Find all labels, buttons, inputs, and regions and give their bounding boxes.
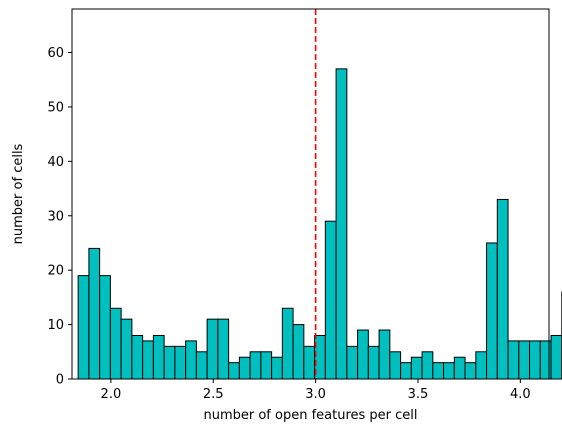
histogram-bar <box>324 220 337 380</box>
histogram-bar <box>507 340 520 380</box>
histogram-bar <box>131 334 144 380</box>
x-tick-label: 2.5 <box>203 387 224 402</box>
histogram-bar <box>281 307 294 380</box>
histogram-bar <box>303 345 316 380</box>
histogram-bar <box>249 351 262 380</box>
histogram-bar <box>400 362 412 380</box>
y-axis-label: number of cells <box>11 143 26 244</box>
histogram-bar <box>464 362 477 380</box>
y-tick-label: 10 <box>47 318 64 333</box>
histogram-bar <box>206 318 219 380</box>
histogram-bar <box>475 351 488 380</box>
y-tick-label: 0 <box>56 373 64 388</box>
histogram-bar <box>109 307 122 380</box>
histogram-bar <box>367 345 380 380</box>
histogram-bar <box>174 345 187 380</box>
histogram-bar <box>432 362 445 380</box>
x-tick-label: 4.0 <box>510 387 531 402</box>
x-axis-ticks: 2.0 2.5 3.0 3.5 4.0 <box>101 379 531 402</box>
x-tick-label: 2.0 <box>101 387 122 402</box>
histogram-bar <box>453 356 466 380</box>
histogram-bar <box>142 340 154 380</box>
histogram-bar <box>120 318 133 380</box>
histogram-bar <box>77 275 90 380</box>
histogram-bar <box>238 356 251 380</box>
y-tick-label: 30 <box>47 209 64 224</box>
histogram-bar <box>529 340 541 380</box>
y-axis-ticks: 0 10 20 30 40 50 60 <box>47 46 72 388</box>
histogram-bar <box>185 340 197 380</box>
histogram-bar <box>496 198 509 380</box>
histogram-bar <box>228 362 240 380</box>
histogram-bar <box>550 334 562 380</box>
histogram-bar <box>163 345 176 380</box>
histogram-bar <box>292 324 305 380</box>
x-tick-label: 3.5 <box>408 387 429 402</box>
histogram-bar <box>443 362 455 380</box>
histogram-bar <box>335 68 348 380</box>
histogram-bar <box>357 329 369 380</box>
histogram-bar <box>271 356 283 380</box>
x-tick-label: 3.0 <box>305 387 326 402</box>
histogram-bar <box>410 356 423 380</box>
histogram-bar <box>518 340 531 380</box>
histogram-bar <box>195 351 208 380</box>
histogram-bar <box>260 351 273 380</box>
x-axis-label: number of open features per cell <box>203 408 417 423</box>
histogram-bar <box>88 247 101 380</box>
histogram-bar <box>378 329 391 380</box>
histogram-bar <box>152 334 165 380</box>
plot-frame <box>71 8 550 380</box>
histogram-bar <box>389 351 402 380</box>
histogram-bar <box>486 242 498 380</box>
bars-group <box>77 68 562 380</box>
y-tick-label: 20 <box>47 264 64 279</box>
histogram-bar <box>421 351 434 380</box>
y-tick-label: 40 <box>47 155 64 170</box>
y-tick-label: 60 <box>47 46 64 61</box>
y-tick-label: 50 <box>47 100 64 115</box>
histogram-bar <box>346 345 359 380</box>
histogram-bar <box>99 275 111 380</box>
histogram-bar <box>217 318 230 380</box>
